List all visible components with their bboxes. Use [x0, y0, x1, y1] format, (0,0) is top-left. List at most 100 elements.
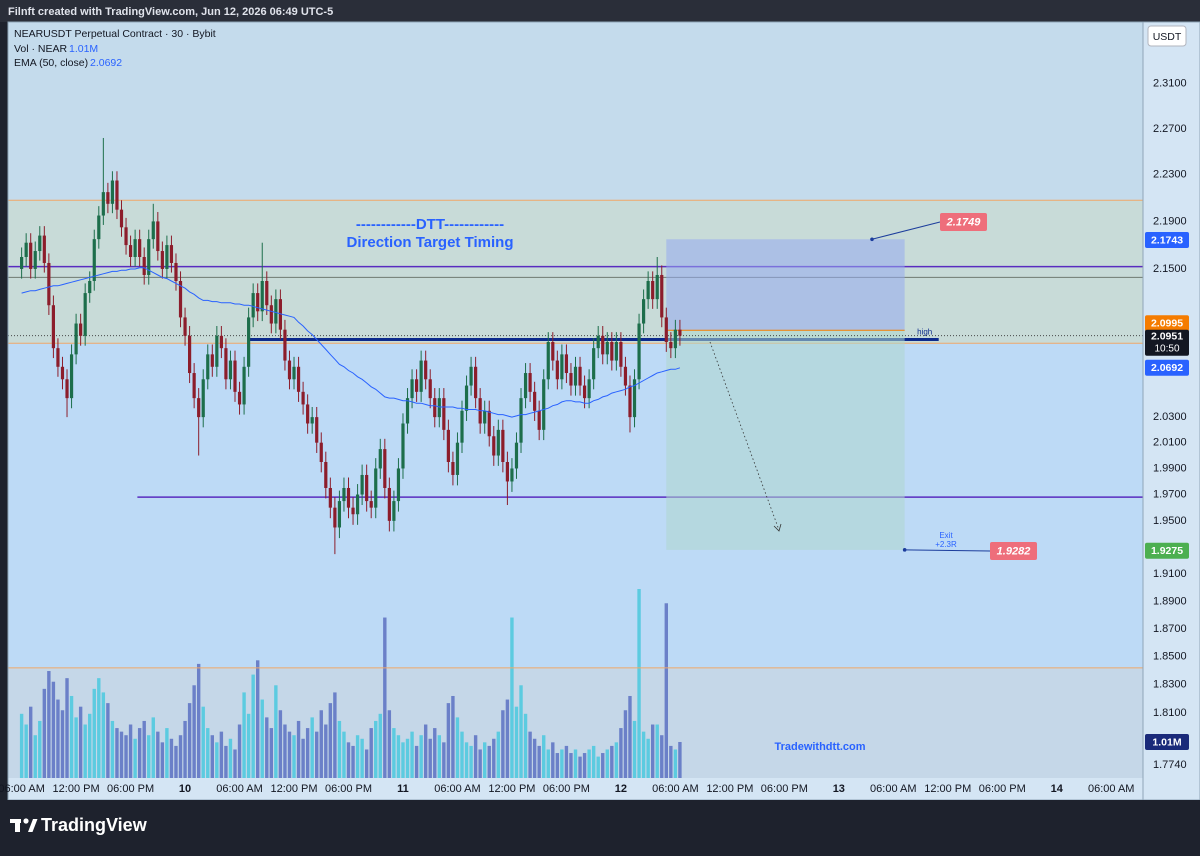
candle-body	[47, 262, 51, 306]
volume-bar	[483, 742, 487, 778]
axis-tag-label: 2.0692	[1151, 362, 1183, 374]
volume-bar	[551, 742, 555, 778]
volume-bar	[374, 720, 378, 778]
price-tag-label: 1.9282	[997, 545, 1031, 557]
candle-body	[83, 293, 87, 336]
volume-bar	[178, 735, 183, 778]
volume-bar	[537, 745, 541, 778]
candle-body	[519, 398, 523, 443]
volume-bar	[151, 717, 155, 778]
y-tick-label: 1.9100	[1153, 568, 1187, 580]
volume-bar	[632, 720, 637, 778]
volume-bar	[519, 685, 523, 778]
volume-bar	[169, 738, 174, 778]
candle-body	[296, 366, 301, 392]
volume-bar	[433, 728, 437, 778]
candle-body	[592, 348, 596, 380]
candle-body	[256, 293, 260, 312]
currency-label[interactable]: USDT	[1153, 31, 1182, 43]
candle-body	[651, 280, 655, 300]
volume-bar	[256, 660, 260, 778]
volume-bar	[19, 713, 24, 778]
candle-body	[433, 398, 437, 418]
candle-body	[514, 442, 519, 469]
candle-body	[160, 251, 164, 269]
logo-part	[23, 818, 29, 824]
y-tick-label: 1.8500	[1153, 651, 1187, 663]
volume-bar	[346, 742, 351, 778]
candle-body	[24, 242, 28, 257]
candle-body	[319, 442, 323, 462]
candle-body	[660, 274, 664, 318]
candle-body	[328, 487, 332, 508]
candle-body	[392, 501, 396, 521]
candle-body	[301, 391, 305, 405]
candle-body	[369, 501, 373, 508]
exit-r-label: +2.3R	[935, 540, 957, 549]
volume-bar	[610, 745, 614, 778]
volume-bar	[396, 735, 401, 778]
candle-body	[206, 354, 210, 380]
axis-tag-label: 1.01M	[1152, 736, 1181, 748]
candle-body	[437, 398, 441, 418]
candle-body	[446, 429, 450, 462]
candle-body	[546, 341, 550, 380]
y-tick-label: 1.8900	[1153, 595, 1187, 607]
tag-anchor	[902, 548, 907, 552]
candle-body	[51, 305, 55, 349]
volume-bar	[110, 720, 115, 778]
legend-volume-value: 1.01M	[69, 43, 98, 55]
volume-bar	[269, 728, 274, 778]
volume-bar	[47, 671, 51, 778]
legend-ema-value: 2.0692	[90, 57, 122, 69]
watermark: Tradewithdtt.com	[774, 741, 865, 753]
candle-body	[487, 410, 491, 437]
volume-bar	[137, 728, 142, 778]
volume-bar	[333, 692, 337, 778]
candle-body	[88, 280, 92, 294]
volume-bar	[115, 728, 119, 778]
volume-bar	[437, 735, 441, 778]
volume-bar	[251, 674, 255, 778]
volume-bar	[569, 753, 573, 778]
candle-body	[555, 360, 559, 380]
candle-body	[355, 494, 360, 515]
volume-bar	[641, 731, 646, 778]
volume-bar	[192, 685, 196, 778]
candle-body	[106, 192, 110, 204]
candle-body	[673, 329, 677, 349]
tag-connector	[904, 549, 991, 552]
candle-body	[474, 366, 478, 399]
candle-body	[378, 449, 382, 469]
countdown: 10:50	[1154, 343, 1179, 354]
volume-bar	[664, 603, 668, 778]
candle-body	[614, 341, 618, 361]
y-tick-label: 2.0100	[1153, 437, 1187, 449]
volume-bar	[210, 735, 214, 778]
price-tag	[990, 542, 1037, 560]
axis-tag	[1145, 359, 1189, 376]
candle-body	[410, 379, 414, 399]
plot-area: high ------------DTT------------Direction…	[8, 137, 1143, 778]
candle-body	[637, 323, 641, 380]
y-tick-label: 1.9700	[1153, 488, 1187, 500]
volume-bar	[464, 742, 469, 778]
price-axis	[1143, 22, 1200, 800]
candle-body	[587, 379, 591, 399]
volume-bar	[601, 753, 605, 778]
candle-body	[455, 442, 460, 475]
volume-bar	[106, 703, 110, 778]
candle-body	[265, 280, 269, 306]
volume-bar	[442, 742, 446, 778]
candle-body	[65, 379, 69, 399]
volume-bar	[605, 749, 609, 778]
x-tick-label: 06:00 PM	[543, 783, 590, 795]
candle-body	[201, 379, 205, 418]
candle-body	[415, 379, 419, 392]
currency-button[interactable]	[1147, 25, 1187, 47]
volume-bar	[33, 735, 37, 778]
candle-body	[405, 398, 410, 424]
axis-tag	[1145, 315, 1189, 332]
volume-bar	[414, 745, 419, 778]
candle-body	[260, 280, 264, 312]
